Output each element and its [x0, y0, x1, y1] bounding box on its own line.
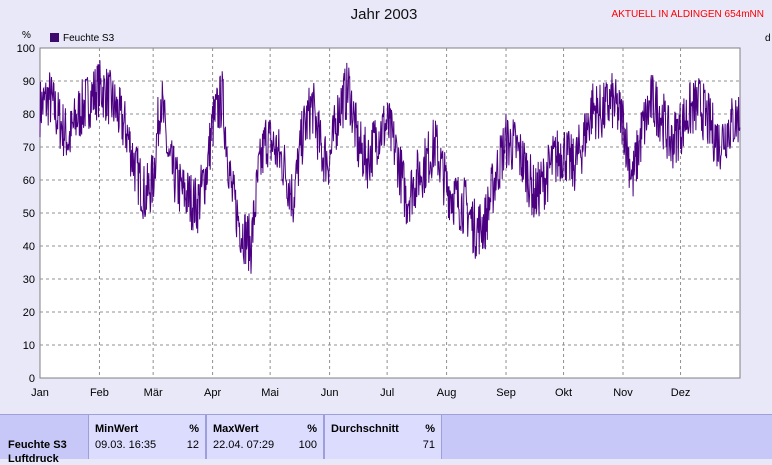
- y-axis-ticks: 0 10 20 30 40 50 60 70 80 90 100: [17, 43, 35, 385]
- y-tick-label: 30: [23, 274, 35, 286]
- max-unit: %: [307, 423, 317, 435]
- x-tick-label: Aug: [437, 387, 457, 399]
- y-tick-label: 20: [23, 307, 35, 319]
- max-cell: MaxWert % 22.04. 07:29 100: [206, 415, 324, 459]
- x-tick-label: Sep: [496, 387, 516, 399]
- avg-unit: %: [425, 423, 435, 435]
- x-tick-label: Mär: [144, 387, 163, 399]
- stats-panel: Feuchte S3 Luftdruck MinWert % 09.03. 16…: [0, 414, 772, 465]
- max-header: MaxWert: [213, 423, 259, 435]
- y-tick-label: 60: [23, 175, 35, 187]
- right-axis-label: d: [765, 33, 771, 44]
- page-title: Jahr 2003: [350, 6, 418, 23]
- y-tick-label: 70: [23, 142, 35, 154]
- series-line-feuchte-s3: [39, 60, 741, 274]
- avg-value: 71: [422, 439, 435, 451]
- humidity-chart: 0 10 20 30 40 50 60 70 80 90 100 Jan Feb Mär Apr Mai Ju…: [17, 30, 771, 399]
- x-tick-label: Jan: [31, 387, 49, 399]
- y-tick-label: 10: [23, 340, 35, 352]
- x-tick-label: Dez: [671, 387, 691, 399]
- min-cell: MinWert % 09.03. 16:35 12: [88, 415, 206, 459]
- x-axis-ticks: Jan Feb Mär Apr Mai Jun Jul Aug Sep Okt Nov Dez: [31, 387, 690, 399]
- y-tick-label: 100: [17, 43, 35, 55]
- y-tick-label: 50: [23, 208, 35, 220]
- x-tick-label: Nov: [613, 387, 633, 399]
- y-tick-label: 40: [23, 241, 35, 253]
- min-header: MinWert: [95, 423, 139, 435]
- stats-series-label-2: Luftdruck: [8, 453, 59, 465]
- x-tick-label: Apr: [204, 387, 221, 399]
- x-tick-label: Feb: [90, 387, 109, 399]
- avg-cell: Durchschnitt % 71: [324, 415, 442, 459]
- location-label: AKTUELL IN ALDINGEN 654mNN: [611, 9, 764, 20]
- x-tick-label: Jun: [321, 387, 339, 399]
- x-tick-label: Okt: [555, 387, 572, 399]
- min-unit: %: [189, 423, 199, 435]
- y-tick-label: 0: [29, 373, 35, 385]
- y-axis-unit: %: [22, 30, 31, 41]
- stats-series-label: Feuchte S3: [8, 439, 67, 451]
- max-time: 22.04. 07:29: [213, 439, 275, 451]
- x-tick-label: Mai: [261, 387, 279, 399]
- min-value: 12: [186, 439, 199, 451]
- x-tick-label: Jul: [380, 387, 394, 399]
- legend-swatch: [50, 33, 59, 42]
- y-tick-label: 90: [23, 76, 35, 88]
- y-tick-label: 80: [23, 109, 35, 121]
- legend-label: Feuchte S3: [63, 33, 115, 44]
- avg-header: Durchschnitt: [331, 423, 399, 435]
- min-time: 09.03. 16:35: [95, 439, 157, 451]
- max-value: 100: [298, 439, 317, 451]
